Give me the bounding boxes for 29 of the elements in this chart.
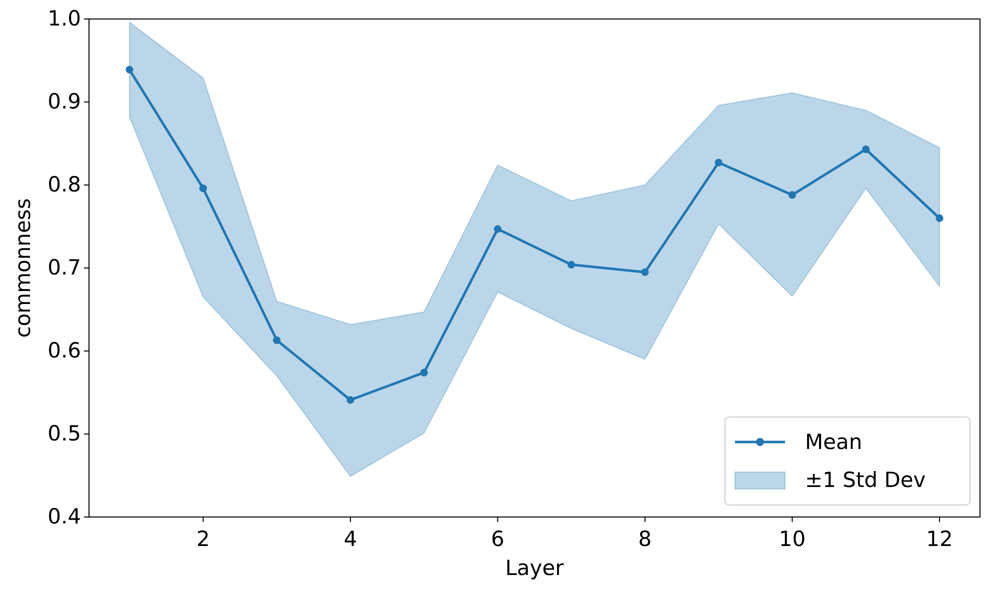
- point: [936, 214, 944, 222]
- y-tick-label: 0.4: [48, 504, 81, 529]
- x-tick-label: 12: [926, 527, 953, 551]
- y-tick-label: 0.8: [48, 172, 81, 197]
- point: [420, 368, 428, 376]
- point: [199, 184, 207, 192]
- annotation: ±1 Std Dev: [805, 468, 926, 492]
- y-tick-label: 0.9: [48, 90, 81, 114]
- point: [862, 146, 870, 154]
- point: [346, 396, 354, 404]
- point: [494, 225, 502, 233]
- y-tick-label: 0.7: [48, 256, 81, 280]
- x-tick-label: 6: [490, 527, 504, 551]
- point: [568, 260, 576, 268]
- x-tick-label: 10: [778, 527, 806, 551]
- y-tick-label: 0.5: [48, 422, 81, 446]
- point: [641, 268, 649, 276]
- point: [714, 158, 722, 166]
- point: [272, 336, 281, 344]
- x-tick-label: 4: [344, 527, 358, 551]
- y-axis-title: commonness: [11, 198, 35, 338]
- y-tick-label: 1.0: [48, 6, 81, 31]
- point: [788, 191, 796, 199]
- point: [126, 66, 134, 74]
- y-tick-label: 0.6: [48, 338, 81, 363]
- x-tick-label: 2: [196, 527, 210, 551]
- legend-label: Mean: [805, 430, 862, 454]
- x-axis-title: Layer: [505, 556, 564, 580]
- x-tick-label: 8: [638, 527, 652, 551]
